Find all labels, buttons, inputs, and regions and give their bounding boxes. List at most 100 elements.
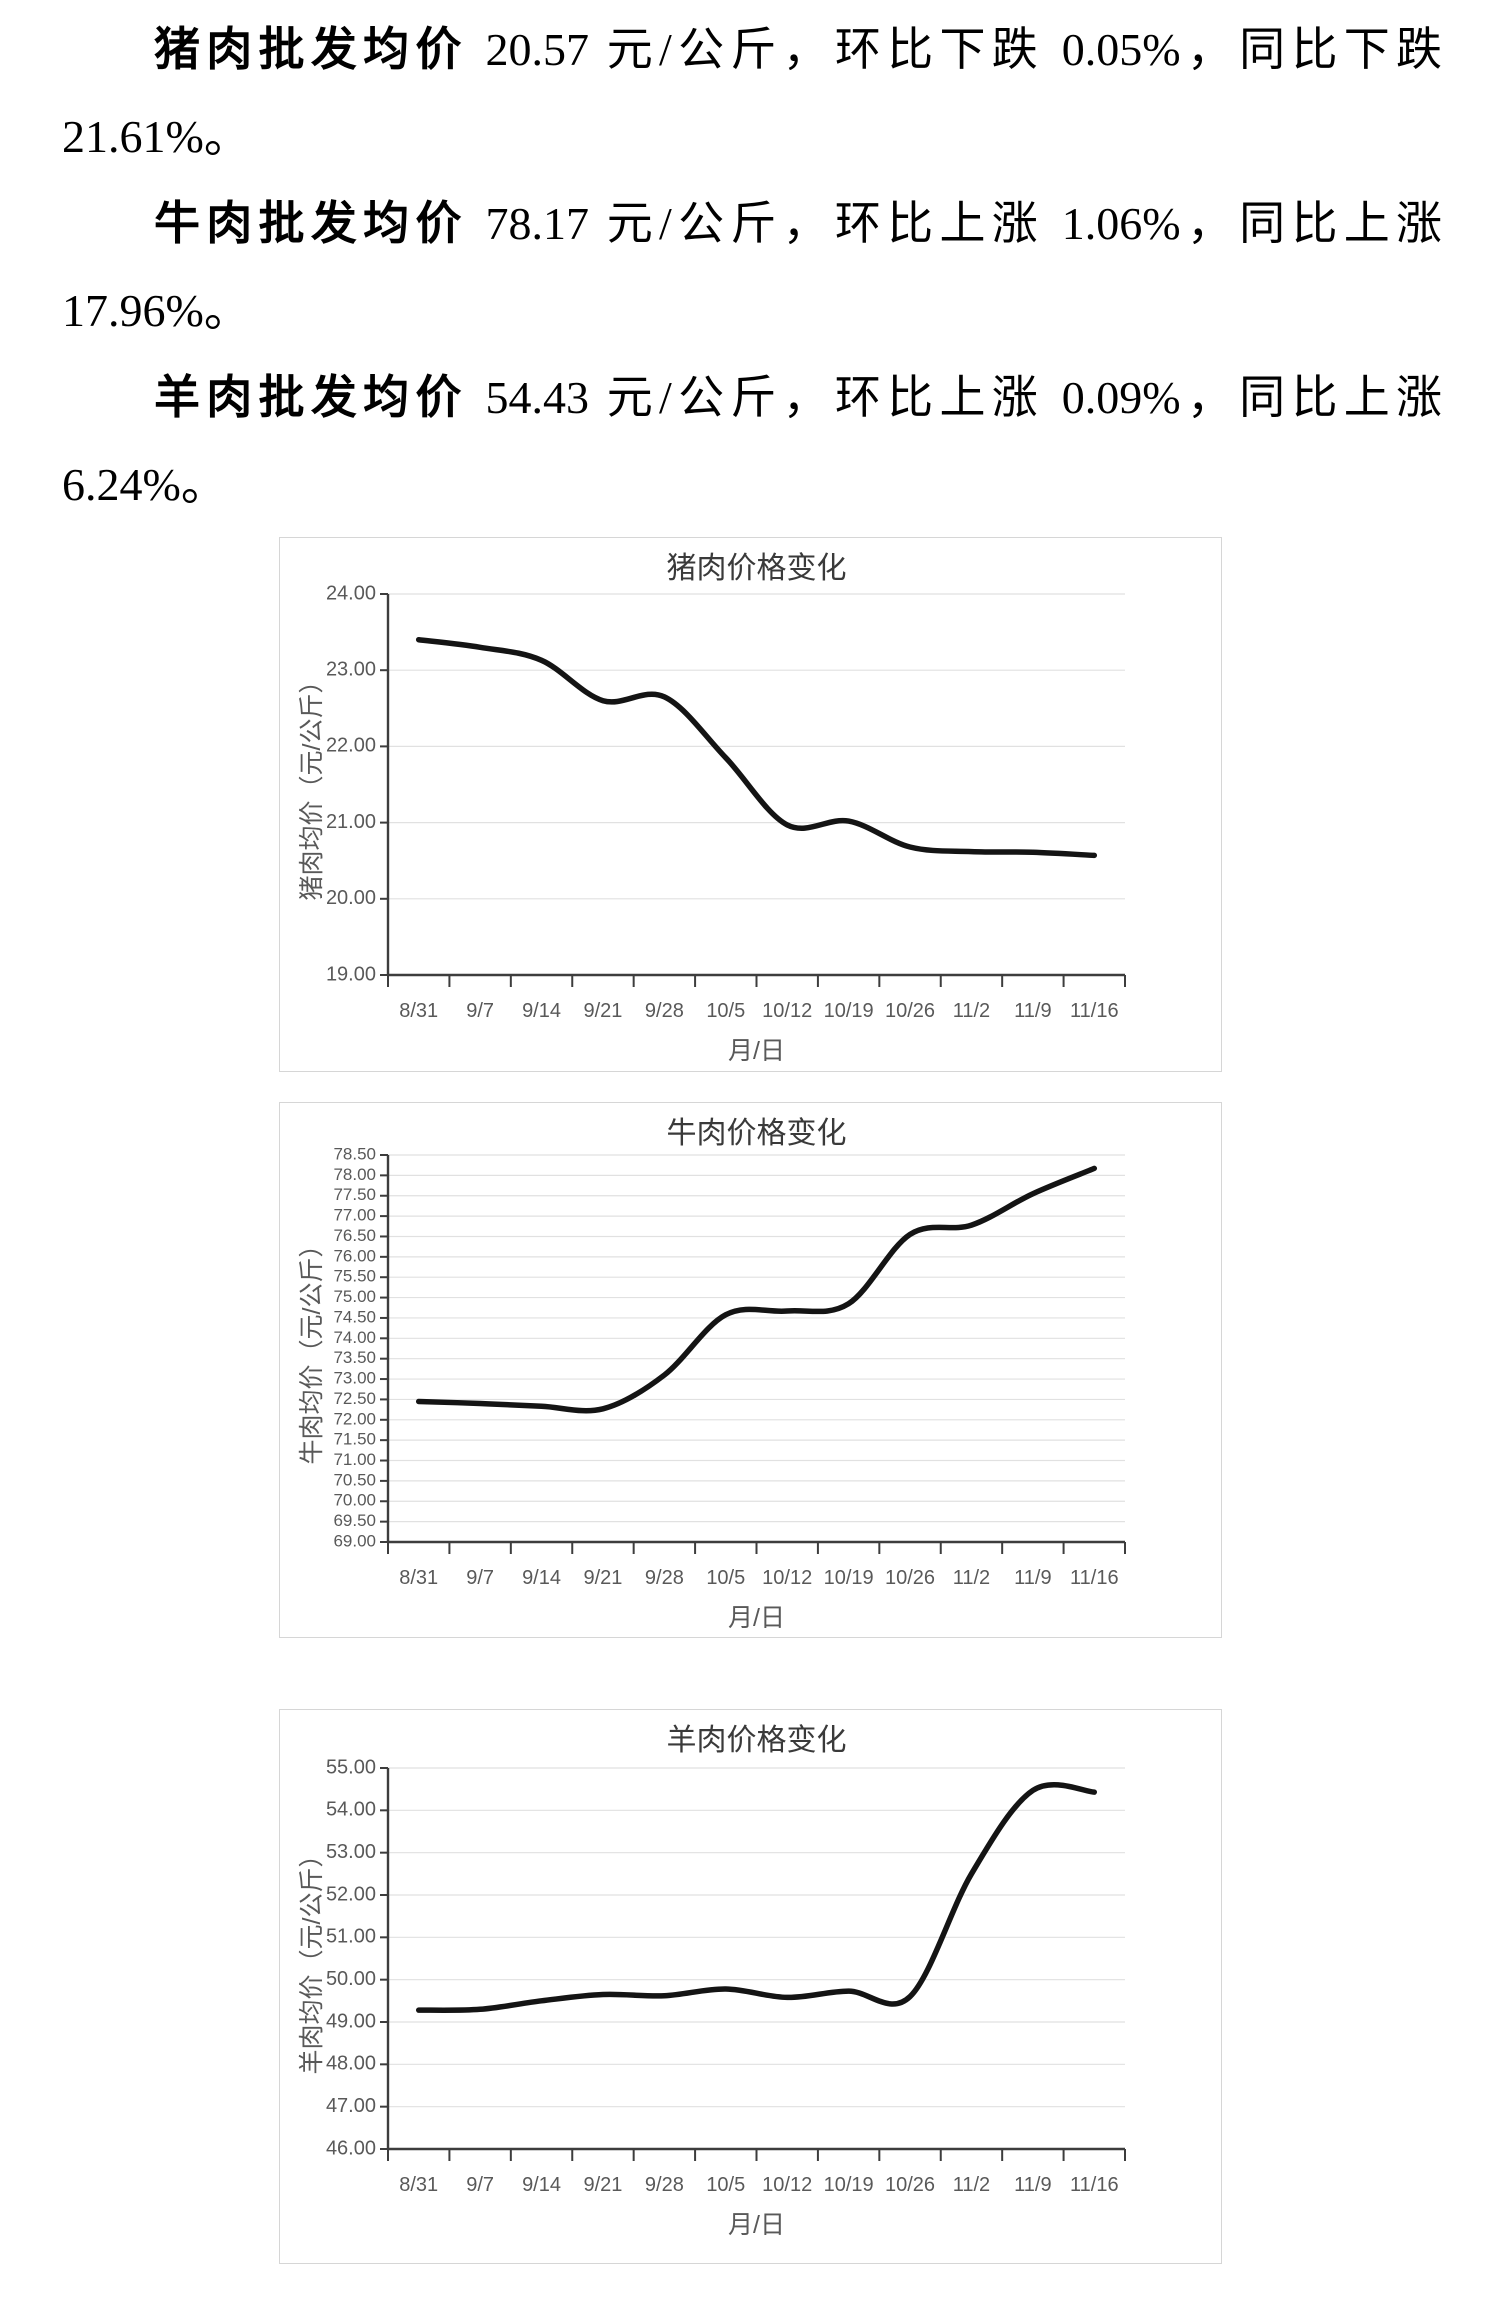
chart-title: 猪肉价格变化 — [666, 552, 846, 585]
y-tick-label: 75.00 — [333, 1287, 376, 1306]
y-tick-label: 19.00 — [325, 963, 375, 985]
y-tick-label: 77.50 — [333, 1185, 376, 1204]
y-tick-label: 72.00 — [333, 1409, 376, 1428]
x-tick-label: 8/31 — [399, 1567, 438, 1589]
x-tick-label: 9/21 — [583, 2174, 622, 2196]
x-tick-label: 10/12 — [762, 1000, 812, 1022]
x-tick-label: 9/7 — [466, 2174, 494, 2196]
x-tick-label: 10/26 — [885, 1000, 935, 1022]
x-tick-label: 9/21 — [583, 1567, 622, 1589]
y-tick-label: 52.00 — [325, 1883, 375, 1905]
x-tick-label: 9/7 — [466, 1567, 494, 1589]
y-tick-label: 76.50 — [333, 1226, 376, 1245]
y-tick-label: 73.50 — [333, 1348, 376, 1367]
y-tick-label: 72.50 — [333, 1389, 376, 1408]
x-tick-label: 9/14 — [522, 1567, 561, 1589]
x-tick-label: 11/9 — [1014, 1567, 1051, 1589]
y-tick-label: 47.00 — [325, 2095, 375, 2117]
x-tick-label: 8/31 — [399, 1000, 438, 1022]
y-tick-label: 53.00 — [325, 1841, 375, 1863]
y-tick-label: 78.00 — [333, 1165, 376, 1184]
x-tick-label: 10/12 — [762, 1567, 812, 1589]
x-tick-label: 11/16 — [1070, 1000, 1119, 1022]
paragraph-lamb: 羊肉批发均价 54.43 元/公斤，环比上涨 0.09%，同比上涨 6.24%。 — [62, 354, 1442, 528]
y-tick-label: 21.00 — [325, 811, 375, 833]
x-tick-label: 11/2 — [952, 1567, 989, 1589]
x-tick-label: 11/2 — [952, 1000, 989, 1022]
y-tick-label: 55.00 — [325, 1756, 375, 1778]
y-tick-label: 50.00 — [325, 1968, 375, 1990]
y-tick-label: 20.00 — [325, 887, 375, 909]
beef-rest-text: 78.17 元/公斤，环比上涨 1.06%，同比上涨 17.96%。 — [62, 198, 1442, 336]
y-tick-label: 70.00 — [333, 1491, 376, 1510]
y-tick-label: 70.50 — [333, 1470, 376, 1489]
y-tick-label: 49.00 — [325, 2010, 375, 2032]
y-tick-label: 48.00 — [325, 2053, 375, 2075]
y-tick-label: 69.50 — [333, 1511, 376, 1530]
x-tick-label: 10/5 — [706, 1567, 745, 1589]
x-tick-label: 9/28 — [644, 1567, 683, 1589]
paragraph-beef: 牛肉批发均价 78.17 元/公斤，环比上涨 1.06%，同比上涨 17.96%… — [62, 180, 1442, 354]
price-data-line — [415, 1781, 1097, 2014]
pork-price-chart-canvas: 猪肉价格变化 24.00 23.00 22.00 21.00 20.00 19.00 8/31… — [298, 552, 1126, 1065]
x-tick-label: 9/7 — [466, 1000, 494, 1022]
summary-paragraphs: 猪肉批发均价 20.57 元/公斤，环比下跌 0.05%，同比下跌 21.61%… — [0, 0, 1500, 528]
chart-title: 牛肉价格变化 — [666, 1117, 846, 1150]
x-tick-label: 9/28 — [644, 1000, 683, 1022]
beef-price-chart: 牛肉价格变化 78.50 78.00 77.50 77.00 76.50 76.00 75.5… — [278, 1102, 1222, 1638]
y-axis-title: 羊肉均价（元/公斤） — [298, 1843, 326, 2075]
paragraph-pork: 猪肉批发均价 20.57 元/公斤，环比下跌 0.05%，同比下跌 21.61%… — [62, 6, 1442, 180]
x-tick-label: 11/2 — [952, 2174, 989, 2196]
x-tick-label: 11/9 — [1014, 2174, 1051, 2196]
y-tick-label: 23.00 — [325, 658, 375, 680]
x-tick-label: 10/5 — [706, 2174, 745, 2196]
x-tick-label: 10/19 — [823, 1567, 873, 1589]
x-tick-label: 10/12 — [762, 2174, 812, 2196]
lamb-price-chart-canvas: 羊肉价格变化 55.00 54.00 53.00 52.00 51.00 50.00 49.0… — [298, 1724, 1126, 2239]
x-tick-label: 10/5 — [706, 1000, 745, 1022]
x-axis-title: 月/日 — [728, 2211, 785, 2239]
x-tick-label: 8/31 — [399, 2174, 438, 2196]
pork-price-chart: 猪肉价格变化 24.00 23.00 22.00 21.00 20.00 19.00 8/31… — [278, 537, 1222, 1072]
x-tick-label: 11/16 — [1070, 1567, 1119, 1589]
y-axis-title: 猪肉均价（元/公斤） — [298, 669, 326, 901]
price-data-line — [415, 1165, 1097, 1414]
lamb-price-chart: 羊肉价格变化 55.00 54.00 53.00 52.00 51.00 50.00 49.0… — [278, 1709, 1222, 2264]
x-tick-label: 10/19 — [823, 2174, 873, 2196]
y-tick-label: 77.00 — [333, 1206, 376, 1225]
x-tick-label: 9/14 — [522, 2174, 561, 2196]
y-tick-label: 78.50 — [333, 1144, 376, 1163]
chart-title: 羊肉价格变化 — [666, 1724, 846, 1757]
x-tick-label: 10/26 — [885, 2174, 935, 2196]
y-tick-label: 71.00 — [333, 1450, 376, 1469]
y-tick-label: 71.50 — [333, 1430, 376, 1449]
lamb-lead-text: 羊肉批发均价 — [154, 372, 468, 423]
y-tick-label: 24.00 — [325, 582, 375, 604]
price-data-line — [415, 636, 1097, 859]
y-tick-label: 69.00 — [333, 1531, 376, 1550]
x-tick-label: 9/14 — [522, 1000, 561, 1022]
y-tick-label: 76.00 — [333, 1246, 376, 1265]
pork-lead-text: 猪肉批发均价 — [154, 24, 468, 75]
x-tick-label: 11/16 — [1070, 2174, 1119, 2196]
x-axis-title: 月/日 — [728, 1037, 785, 1065]
x-tick-label: 9/21 — [583, 1000, 622, 1022]
y-axis-title: 牛肉均价（元/公斤） — [298, 1233, 326, 1465]
beef-lead-text: 牛肉批发均价 — [154, 198, 468, 249]
y-tick-label: 46.00 — [325, 2137, 375, 2159]
y-tick-label: 74.00 — [333, 1328, 376, 1347]
lamb-rest-text: 54.43 元/公斤，环比上涨 0.09%，同比上涨 6.24%。 — [62, 372, 1442, 510]
pork-rest-text: 20.57 元/公斤，环比下跌 0.05%，同比下跌 21.61%。 — [62, 24, 1442, 162]
x-axis-title: 月/日 — [728, 1604, 785, 1632]
x-tick-label: 10/19 — [823, 1000, 873, 1022]
x-tick-label: 9/28 — [644, 2174, 683, 2196]
charts-section: 猪肉价格变化 24.00 23.00 22.00 21.00 20.00 19.00 8/31… — [0, 537, 1500, 2264]
y-tick-label: 73.00 — [333, 1369, 376, 1388]
y-tick-label: 22.00 — [325, 735, 375, 757]
x-tick-label: 10/26 — [885, 1567, 935, 1589]
y-tick-label: 54.00 — [325, 1799, 375, 1821]
y-tick-label: 75.50 — [333, 1267, 376, 1286]
y-tick-label: 74.50 — [333, 1307, 376, 1326]
